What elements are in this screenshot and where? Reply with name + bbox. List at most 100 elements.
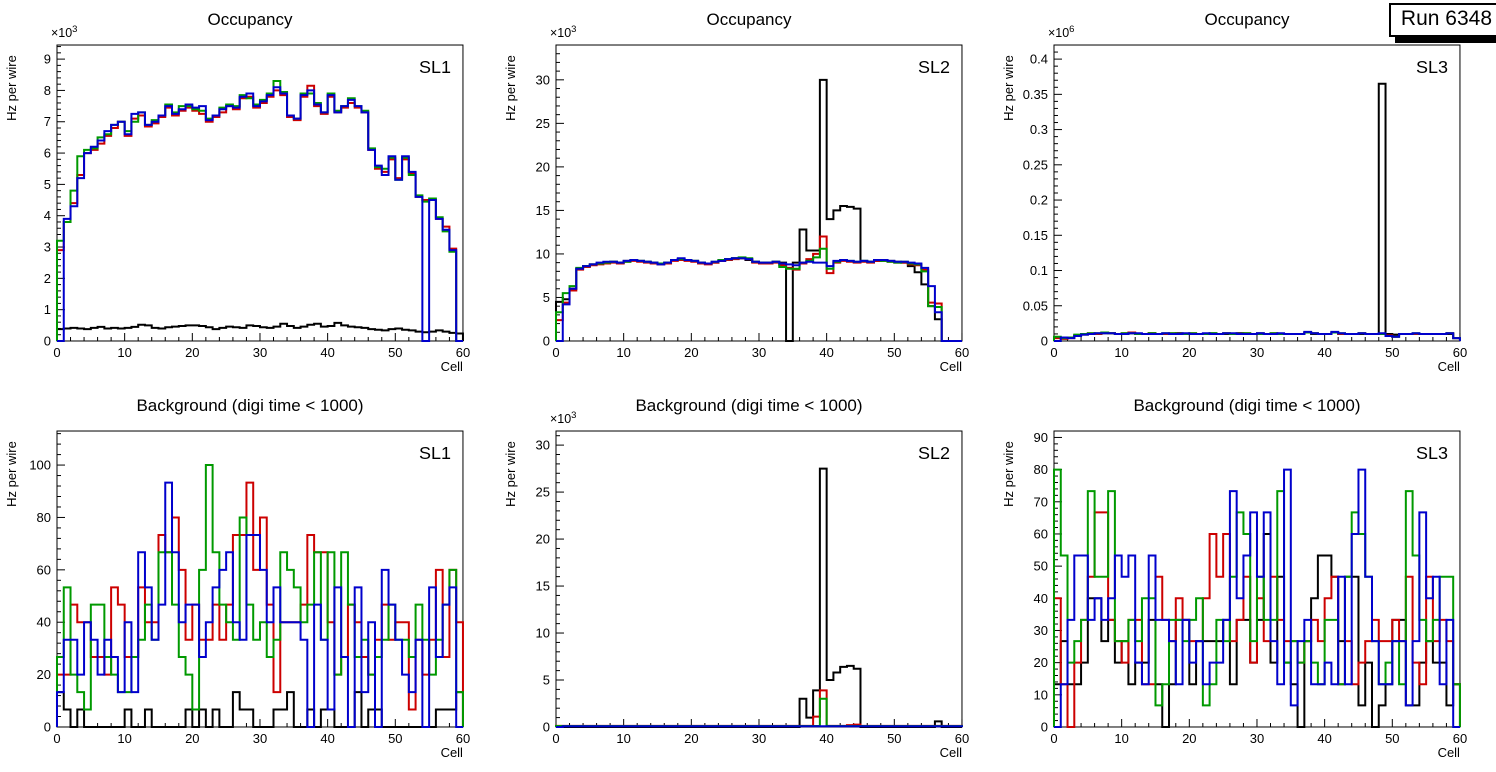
x-tick-label: 20 [1182, 731, 1196, 746]
x-tick-label: 20 [684, 731, 698, 746]
y-tick-label: 5 [44, 177, 51, 192]
x-tick-label: 40 [320, 731, 334, 746]
occupancy-sl1-plot: 0 10 20 30 40 50 60 0 1 2 3 4 5 6 7 8 9 Occupancy SL1 Hz pe… [4, 10, 470, 374]
y-axis-title: Hz per wire [503, 441, 518, 507]
series-blue [555, 257, 962, 342]
plot-frame [1053, 44, 1461, 342]
series-black [554, 78, 962, 342]
background-sl2-plot: 0 10 20 30 40 50 60 0 5 10 15 20 25 30 Background (dig… [503, 396, 969, 760]
y-tick-label: 7 [44, 114, 51, 129]
y-tick-label: 0.2 [1030, 193, 1048, 208]
x-tick-label: 50 [887, 731, 901, 746]
x-tick-label: 50 [388, 731, 402, 746]
x-tick-label: 10 [616, 345, 630, 360]
x-tick-label: 50 [1385, 345, 1399, 360]
x-tick-label: 0 [53, 731, 60, 746]
y-tick-label: 1 [44, 302, 51, 317]
y-axis-title: Hz per wire [4, 441, 19, 507]
y-tick-label: 0 [1041, 333, 1048, 348]
y-tick-label: 2 [44, 271, 51, 286]
y-tick-label: 10 [1034, 687, 1048, 702]
y-tick-label: 20 [535, 159, 549, 174]
panel-title: Occupancy [1205, 10, 1290, 29]
y-tick-label: 100 [29, 458, 51, 473]
series-blue [55, 481, 463, 728]
panel-title: Background (digi time < 1000) [136, 396, 363, 415]
x-tick-label: 30 [253, 731, 267, 746]
corner-label: SL3 [1416, 57, 1448, 77]
y-axis-title: Hz per wire [1001, 441, 1016, 507]
y-tick-label: 0 [542, 719, 549, 734]
x-tick-label: 0 [53, 345, 60, 360]
y-tick-label: 10 [535, 246, 549, 261]
y-tick-label: 0 [542, 333, 549, 348]
x-tick-label: 20 [1182, 345, 1196, 360]
x-tick-label: 0 [1051, 345, 1058, 360]
series-red [554, 235, 962, 342]
x-tick-label: 60 [954, 731, 968, 746]
panel-background-sl3: 0 10 20 30 40 50 60 0 10 20 30 40 50 60 70 80 90 Backgrou… [997, 386, 1496, 772]
y-tick-label: 90 [1034, 430, 1048, 445]
x-tick-label: 10 [616, 731, 630, 746]
corner-label: SL1 [419, 57, 451, 77]
y-tick-label: 15 [535, 579, 549, 594]
plot-frame [555, 44, 963, 342]
y-tick-label: 40 [37, 615, 51, 630]
background-sl1-plot: 0 10 20 30 40 50 60 0 20 40 60 80 100 Background (dig… [4, 396, 470, 760]
y-tick-label: 70 [1034, 494, 1048, 509]
x-tick-label: 50 [1385, 731, 1399, 746]
series-blue [1054, 468, 1461, 728]
x-tick-label: 10 [117, 731, 131, 746]
x-tick-label: 40 [1318, 345, 1332, 360]
x-tick-label: 30 [1250, 345, 1264, 360]
series-black [55, 321, 464, 341]
panel-title: Background (digi time < 1000) [1134, 396, 1361, 415]
y-tick-label: 4 [44, 208, 51, 223]
x-tick-label: 40 [1318, 731, 1332, 746]
x-tick-label: 0 [552, 345, 559, 360]
y-tick-label: 10 [535, 626, 549, 641]
panel-title: Occupancy [706, 10, 791, 29]
x-tick-label: 60 [456, 731, 470, 746]
x-axis-title: Cell [1438, 745, 1460, 760]
x-tick-label: 30 [751, 345, 765, 360]
x-tick-label: 20 [185, 731, 199, 746]
y-tick-label: 0.3 [1030, 122, 1048, 137]
x-axis-title: Cell [1438, 359, 1460, 374]
x-tick-label: 20 [684, 345, 698, 360]
series-black [1053, 82, 1462, 341]
y-axis-title: Hz per wire [503, 55, 518, 121]
panel-occupancy-sl1: 0 10 20 30 40 50 60 0 1 2 3 4 5 6 7 8 9 Occupancy SL1 Hz pe… [0, 0, 499, 386]
y-tick-label: 8 [44, 83, 51, 98]
y-tick-label: 80 [37, 510, 51, 525]
background-sl3-plot: 0 10 20 30 40 50 60 0 10 20 30 40 50 60 70 80 90 Backgrou… [1001, 396, 1467, 760]
y-tick-label: 30 [1034, 623, 1048, 638]
y-tick-label: 0.15 [1023, 228, 1048, 243]
x-tick-label: 50 [887, 345, 901, 360]
x-tick-label: 10 [1115, 731, 1129, 746]
series-green [55, 80, 463, 342]
y-tick-label: 0 [1041, 719, 1048, 734]
panel-background-sl1: 0 10 20 30 40 50 60 0 20 40 60 80 100 Background (dig… [0, 386, 499, 772]
panel-title: Occupancy [207, 10, 292, 29]
series-black [555, 467, 962, 728]
y-tick-label: 60 [1034, 526, 1048, 541]
y-tick-label: 0.25 [1023, 157, 1048, 172]
run-label-box: Run 6348 [1388, 3, 1496, 37]
y-tick-label: 3 [44, 240, 51, 255]
x-tick-label: 40 [819, 731, 833, 746]
y-tick-label: 6 [44, 146, 51, 161]
series-blue [555, 725, 963, 728]
x-axis-title: Cell [939, 745, 961, 760]
x-tick-label: 30 [1250, 731, 1264, 746]
y-tick-label: 25 [535, 116, 549, 131]
x-tick-label: 30 [253, 345, 267, 360]
y-tick-label: 0.1 [1030, 263, 1048, 278]
y-tick-label: 80 [1034, 462, 1048, 477]
y-tick-label: 9 [44, 52, 51, 67]
x-tick-label: 50 [388, 345, 402, 360]
y-tick-label: 20 [535, 532, 549, 547]
x-tick-label: 40 [819, 345, 833, 360]
x-tick-label: 40 [320, 345, 334, 360]
